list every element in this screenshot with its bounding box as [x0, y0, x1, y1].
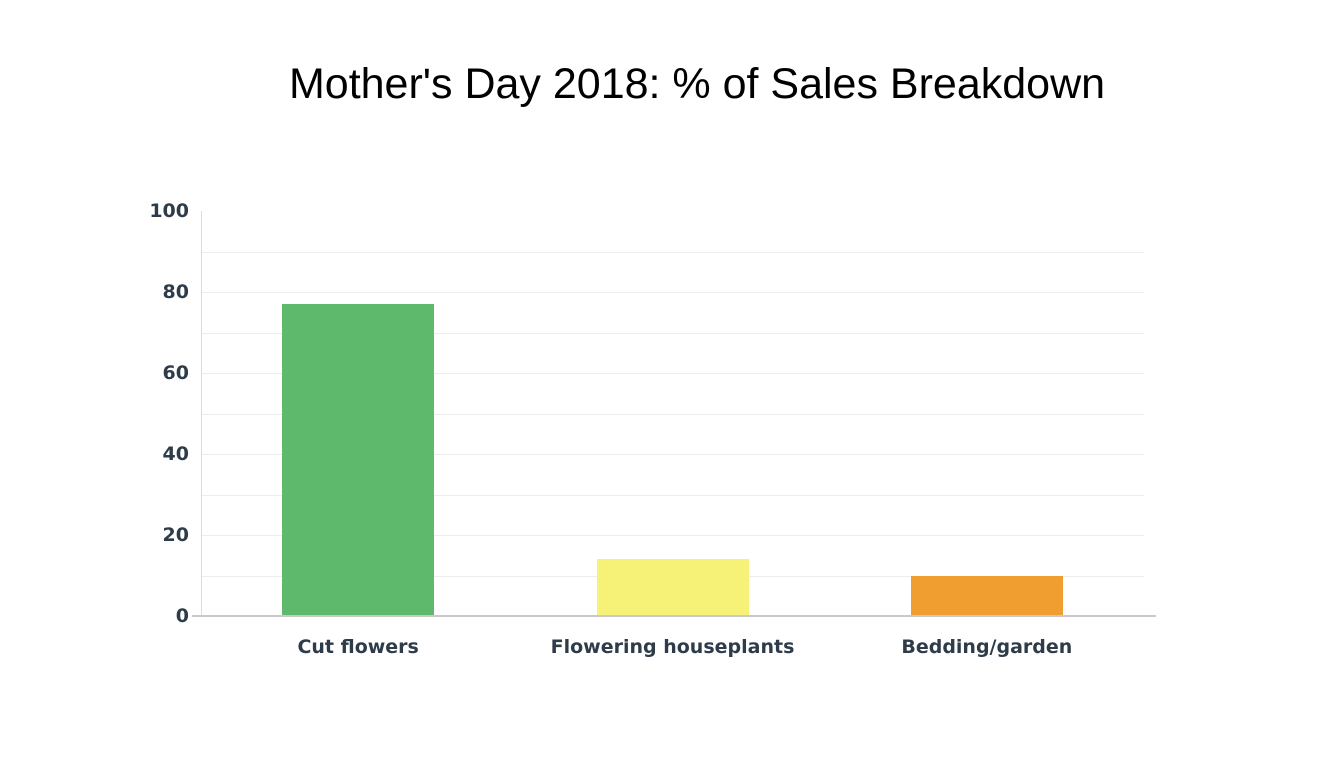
gridline — [201, 535, 1144, 536]
bar-flowering-houseplants — [596, 559, 749, 616]
gridline — [201, 292, 1144, 293]
bar-cut-flowers — [282, 304, 435, 616]
gridline — [201, 251, 1144, 253]
y-tick-label: 80 — [162, 281, 189, 303]
x-category-label: Cut flowers — [297, 636, 419, 658]
y-axis-line — [201, 211, 202, 616]
plot-area — [192, 211, 1156, 617]
y-tick-label: 60 — [162, 362, 189, 384]
gridline — [201, 454, 1144, 455]
y-tick-label: 100 — [149, 200, 189, 222]
bar-bedding-garden — [910, 575, 1063, 616]
gridline — [201, 413, 1144, 415]
x-axis-baseline — [192, 615, 1156, 617]
gridline — [201, 494, 1144, 496]
y-tick-label: 40 — [162, 443, 189, 465]
x-category-label: Flowering houseplants — [550, 636, 795, 658]
x-category-label: Bedding/garden — [901, 636, 1073, 658]
gridline — [201, 332, 1144, 334]
y-tick-label: 20 — [162, 524, 189, 546]
y-tick-label: 0 — [175, 605, 189, 627]
gridline — [201, 373, 1144, 374]
chart-title: Mother's Day 2018: % of Sales Breakdown — [288, 60, 1106, 108]
